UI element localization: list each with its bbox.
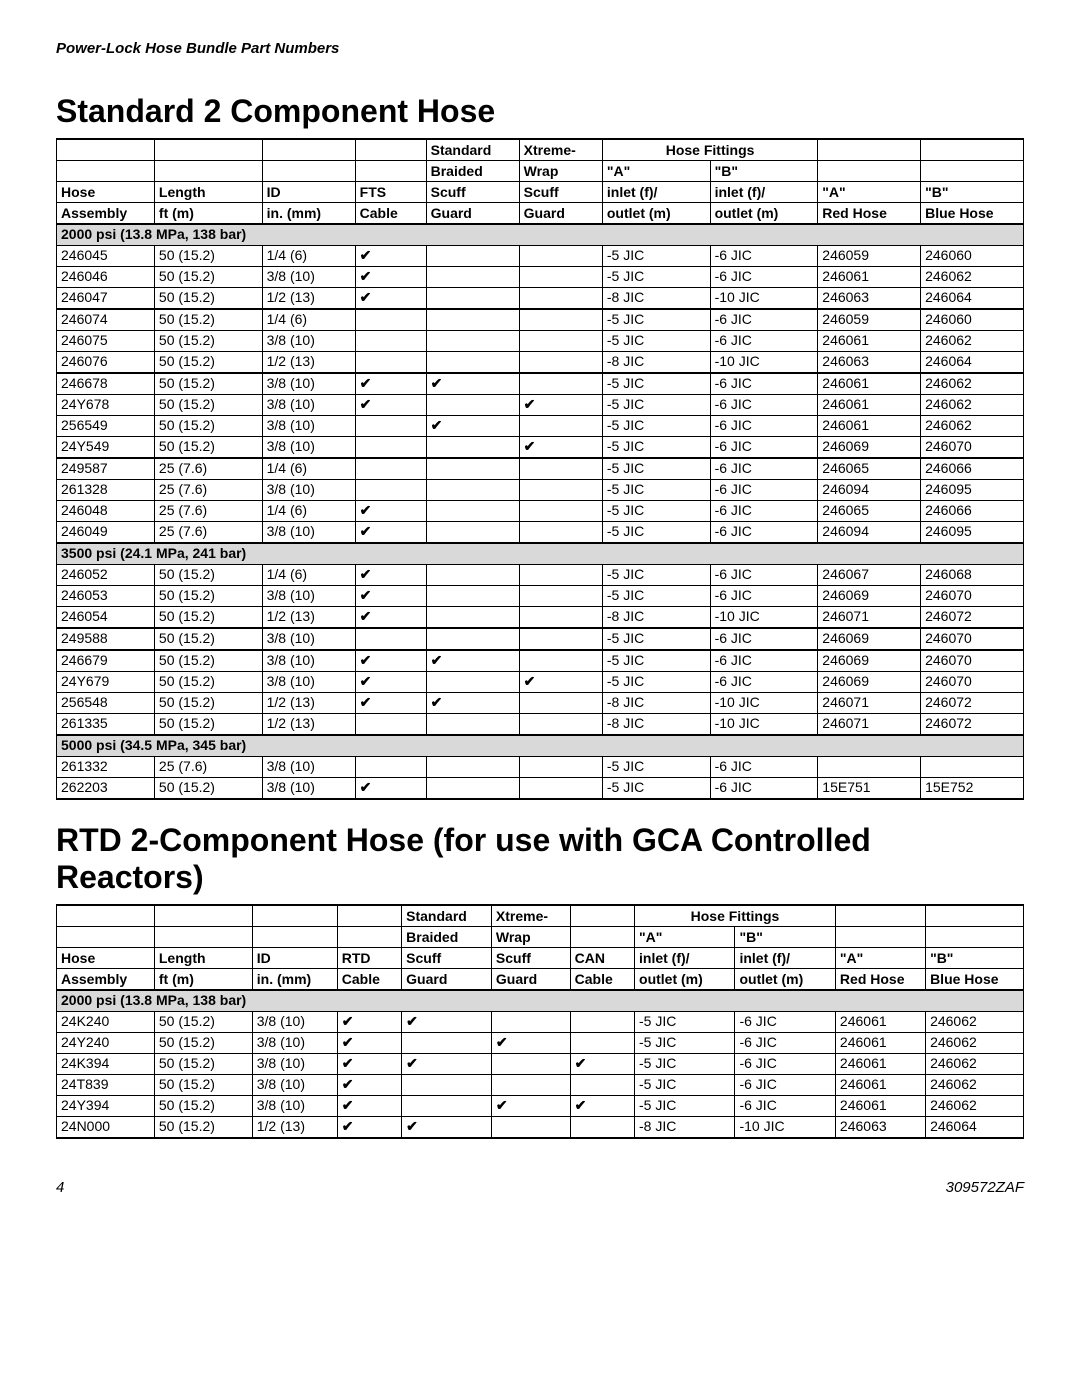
table-row: 24K24050 (15.2)3/8 (10)✔✔-5 JIC-6 JIC246… (57, 1012, 1024, 1033)
table-row: 24667950 (15.2)3/8 (10)✔✔-5 JIC-6 JIC246… (57, 650, 1024, 672)
table-row: 26132825 (7.6)3/8 (10)-5 JIC-6 JIC246094… (57, 480, 1024, 501)
table-row: 26220350 (15.2)3/8 (10)✔-5 JIC-6 JIC15E7… (57, 778, 1024, 800)
check-icon: ✔ (431, 417, 443, 433)
check-icon: ✔ (496, 1097, 508, 1113)
table-row: 24Y67950 (15.2)3/8 (10)✔✔-5 JIC-6 JIC246… (57, 672, 1024, 693)
page-title-2: RTD 2-Component Hose (for use with GCA C… (56, 822, 1024, 896)
check-icon: ✔ (342, 1097, 354, 1113)
check-icon: ✔ (360, 673, 372, 689)
check-icon: ✔ (524, 438, 536, 454)
page-footer: 4 309572ZAF (56, 1179, 1024, 1196)
table-row: 24Y54950 (15.2)3/8 (10)✔-5 JIC-6 JIC2460… (57, 437, 1024, 459)
check-icon: ✔ (431, 652, 443, 668)
table-row: 24607550 (15.2)3/8 (10)-5 JIC-6 JIC24606… (57, 331, 1024, 352)
table-row: 24604825 (7.6)1/4 (6)✔-5 JIC-6 JIC246065… (57, 501, 1024, 522)
check-icon: ✔ (360, 289, 372, 305)
check-icon: ✔ (431, 694, 443, 710)
check-icon: ✔ (360, 247, 372, 263)
check-icon: ✔ (360, 396, 372, 412)
table-row: 24Y24050 (15.2)3/8 (10)✔✔-5 JIC-6 JIC246… (57, 1033, 1024, 1054)
table-row: 24605250 (15.2)1/4 (6)✔-5 JIC-6 JIC24606… (57, 565, 1024, 586)
check-icon: ✔ (524, 673, 536, 689)
table-row: 24604550 (15.2)1/4 (6)✔-5 JIC-6 JIC24605… (57, 246, 1024, 267)
check-icon: ✔ (524, 396, 536, 412)
table-row: 25654850 (15.2)1/2 (13)✔✔-8 JIC-10 JIC24… (57, 693, 1024, 714)
table-row: 24Y67850 (15.2)3/8 (10)✔✔-5 JIC-6 JIC246… (57, 395, 1024, 416)
table-row: 24958850 (15.2)3/8 (10)-5 JIC-6 JIC24606… (57, 628, 1024, 650)
check-icon: ✔ (360, 502, 372, 518)
table-row: 24N00050 (15.2)1/2 (13)✔✔-8 JIC-10 JIC24… (57, 1117, 1024, 1139)
check-icon: ✔ (496, 1034, 508, 1050)
check-icon: ✔ (360, 523, 372, 539)
table-rtd-2-component: StandardXtreme-Hose FittingsBraidedWrap"… (56, 904, 1024, 1139)
check-icon: ✔ (360, 694, 372, 710)
check-icon: ✔ (575, 1097, 587, 1113)
table-row: 24958725 (7.6)1/4 (6)-5 JIC-6 JIC2460652… (57, 458, 1024, 480)
check-icon: ✔ (342, 1055, 354, 1071)
table-row: 26133225 (7.6)3/8 (10)-5 JIC-6 JIC (57, 757, 1024, 778)
table-row: 24605350 (15.2)3/8 (10)✔-5 JIC-6 JIC2460… (57, 586, 1024, 607)
document-number: 309572ZAF (946, 1179, 1024, 1196)
check-icon: ✔ (342, 1118, 354, 1134)
table-row: 25654950 (15.2)3/8 (10)✔-5 JIC-6 JIC2460… (57, 416, 1024, 437)
check-icon: ✔ (406, 1055, 418, 1071)
table-row: 24K39450 (15.2)3/8 (10)✔✔✔-5 JIC-6 JIC24… (57, 1054, 1024, 1075)
check-icon: ✔ (360, 566, 372, 582)
check-icon: ✔ (431, 375, 443, 391)
breadcrumb: Power-Lock Hose Bundle Part Numbers (56, 40, 1024, 57)
table-row: 24Y39450 (15.2)3/8 (10)✔✔✔-5 JIC-6 JIC24… (57, 1096, 1024, 1117)
table-row: 24607650 (15.2)1/2 (13)-8 JIC-10 JIC2460… (57, 352, 1024, 374)
check-icon: ✔ (360, 268, 372, 284)
check-icon: ✔ (406, 1118, 418, 1134)
check-icon: ✔ (406, 1013, 418, 1029)
check-icon: ✔ (342, 1076, 354, 1092)
check-icon: ✔ (342, 1034, 354, 1050)
table-row: 24605450 (15.2)1/2 (13)✔-8 JIC-10 JIC246… (57, 607, 1024, 629)
table-row: 24607450 (15.2)1/4 (6)-5 JIC-6 JIC246059… (57, 309, 1024, 331)
table-row: 24604750 (15.2)1/2 (13)✔-8 JIC-10 JIC246… (57, 288, 1024, 310)
page-number: 4 (56, 1179, 64, 1196)
table-row: 24667850 (15.2)3/8 (10)✔✔-5 JIC-6 JIC246… (57, 373, 1024, 395)
check-icon: ✔ (342, 1013, 354, 1029)
table-standard-2-component: StandardXtreme-Hose FittingsBraidedWrap"… (56, 138, 1024, 800)
check-icon: ✔ (360, 779, 372, 795)
check-icon: ✔ (360, 375, 372, 391)
table-row: 24604925 (7.6)3/8 (10)✔-5 JIC-6 JIC24609… (57, 522, 1024, 544)
table-row: 24604650 (15.2)3/8 (10)✔-5 JIC-6 JIC2460… (57, 267, 1024, 288)
check-icon: ✔ (575, 1055, 587, 1071)
check-icon: ✔ (360, 652, 372, 668)
table-row: 24T83950 (15.2)3/8 (10)✔-5 JIC-6 JIC2460… (57, 1075, 1024, 1096)
check-icon: ✔ (360, 587, 372, 603)
check-icon: ✔ (360, 608, 372, 624)
table-row: 26133550 (15.2)1/2 (13)-8 JIC-10 JIC2460… (57, 714, 1024, 736)
page-title-1: Standard 2 Component Hose (56, 93, 1024, 130)
